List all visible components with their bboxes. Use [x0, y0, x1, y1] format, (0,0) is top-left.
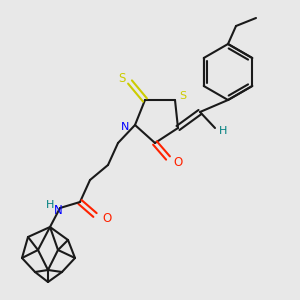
Text: O: O [102, 212, 112, 224]
Text: O: O [173, 155, 183, 169]
Text: N: N [54, 203, 62, 217]
Text: N: N [121, 122, 129, 132]
Text: H: H [219, 126, 227, 136]
Text: S: S [118, 73, 126, 85]
Text: S: S [179, 91, 187, 101]
Text: H: H [46, 200, 54, 210]
